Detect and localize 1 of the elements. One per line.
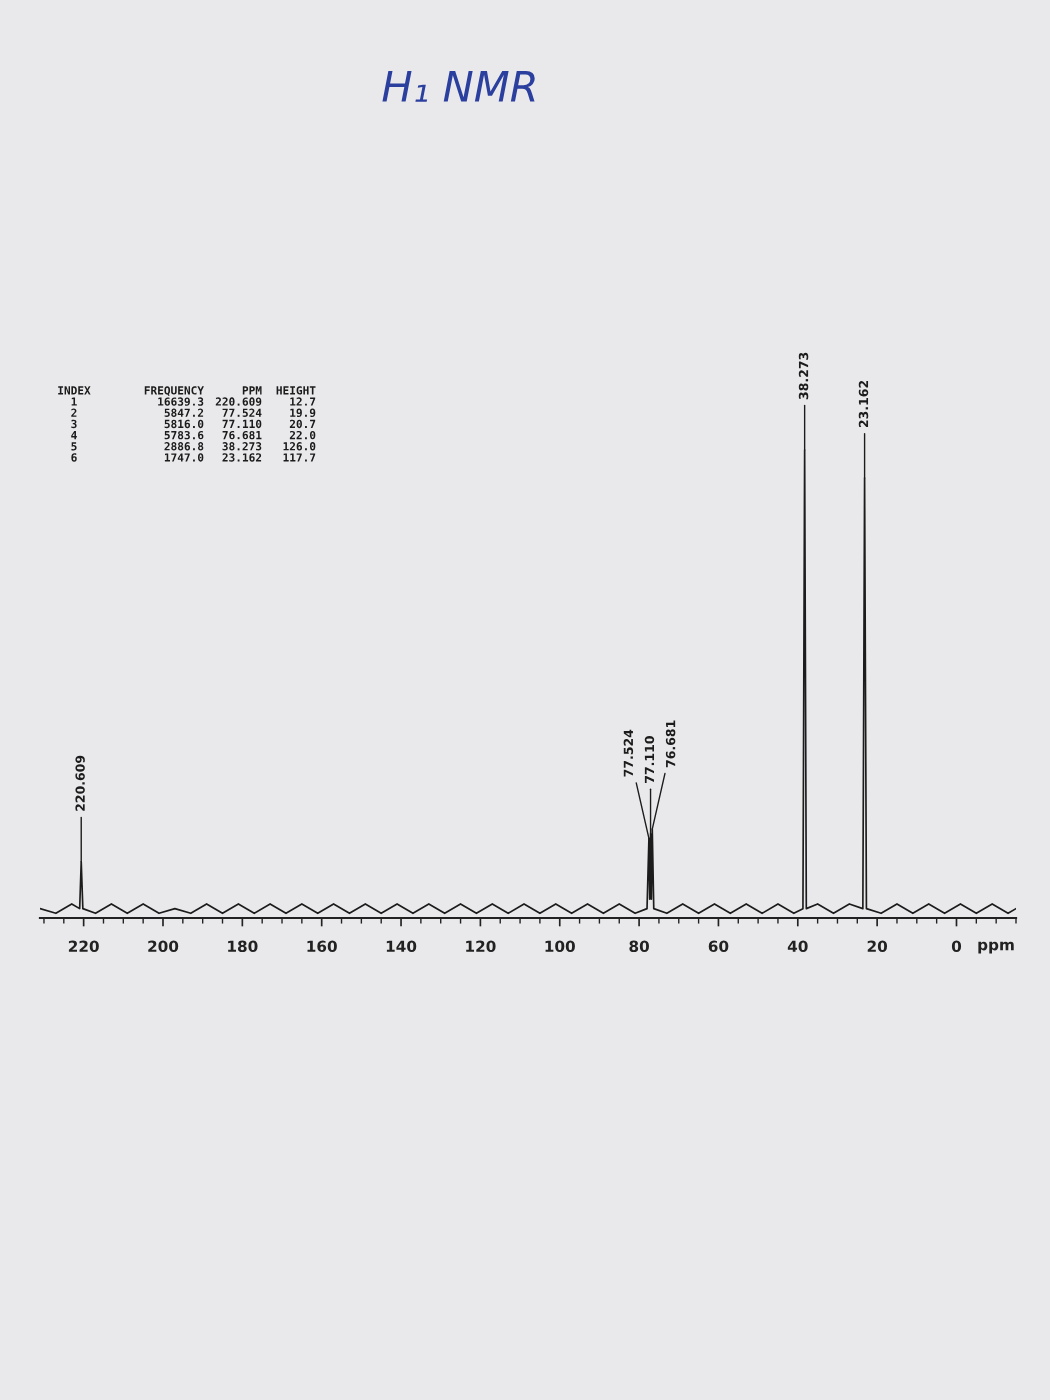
chart-title: H₁ NMR: [382, 71, 535, 102]
